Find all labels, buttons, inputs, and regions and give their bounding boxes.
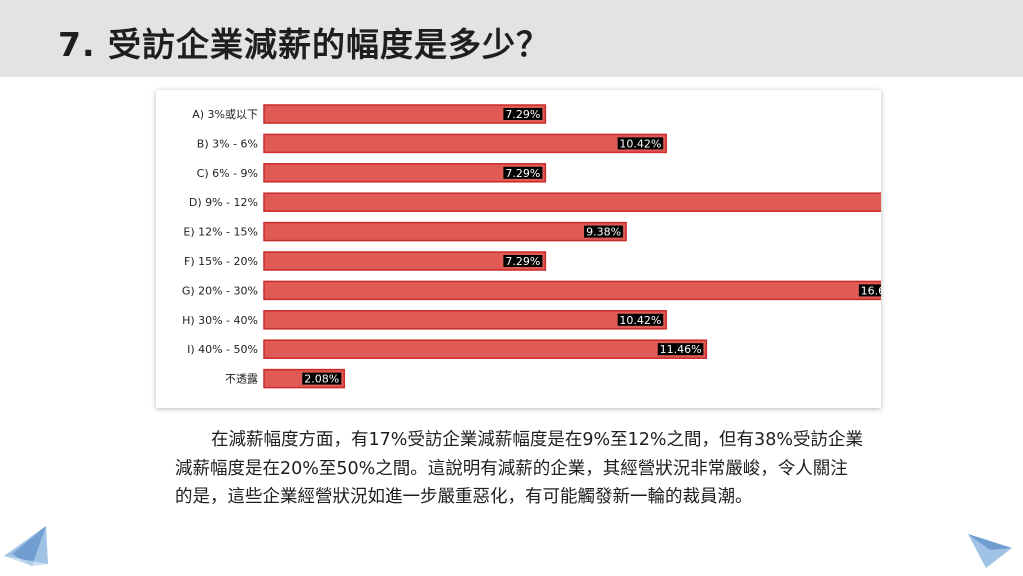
data-label-bg (584, 225, 624, 238)
data-label: 2.08% (304, 373, 339, 386)
decor-triangle-left-icon (4, 526, 48, 566)
data-label: 16.67% (861, 284, 881, 297)
horizontal-bar-chart: A) 3%或以下 7.29% B) 3% - 6% 10.42% C) 6% - 9% 7… (182, 104, 881, 389)
data-label: 10.42% (619, 137, 661, 150)
bar (263, 339, 708, 359)
category-label: E) 12% - 15% (183, 226, 258, 239)
bar (263, 251, 547, 271)
data-label-bg (503, 255, 543, 267)
data-label-bg (617, 313, 664, 326)
data-label: 9.38% (586, 226, 621, 239)
category-label: H) 30% - 40% (182, 314, 258, 327)
decor-triangle-right-icon (968, 534, 1012, 568)
data-label-bg (858, 284, 881, 297)
category-label: B) 3% - 6% (197, 137, 258, 150)
data-label-bg (657, 343, 704, 356)
category-label: D) 9% - 12% (189, 196, 258, 209)
data-label-bg (617, 137, 664, 150)
bar (263, 104, 547, 124)
data-label-bg (302, 372, 342, 385)
body-paragraph: 在減薪幅度方面，有17%受訪企業減薪幅度是在9%至12%之間，但有38%受訪企業… (175, 430, 863, 507)
category-label: I) 40% - 50% (187, 343, 258, 356)
category-label: F) 15% - 20% (184, 255, 258, 268)
bar (263, 133, 667, 154)
data-label: 7.29% (505, 167, 540, 180)
bar (263, 280, 881, 301)
category-label: G) 20% - 30% (182, 284, 258, 297)
bar (263, 221, 627, 242)
bar (263, 310, 667, 330)
data-label-bg (503, 108, 543, 120)
title-bar: 7. 受訪企業減薪的幅度是多少？ (0, 0, 1023, 77)
data-label: 10.42% (619, 314, 661, 327)
chart-card: A) 3%或以下 7.29% B) 3% - 6% 10.42% C) 6% - 9% 7… (156, 90, 881, 408)
category-label: A) 3%或以下 (192, 108, 258, 121)
bar (263, 163, 547, 183)
data-label: 7.29% (505, 255, 540, 268)
data-label-bg (503, 166, 543, 179)
category-label: 不透露 (225, 373, 258, 386)
data-label: 7.29% (505, 108, 540, 121)
category-label: C) 6% - 9% (197, 167, 258, 180)
bar (263, 192, 881, 212)
data-label: 11.46% (660, 343, 702, 356)
slide-title: 7. 受訪企業減薪的幅度是多少？ (58, 25, 550, 64)
